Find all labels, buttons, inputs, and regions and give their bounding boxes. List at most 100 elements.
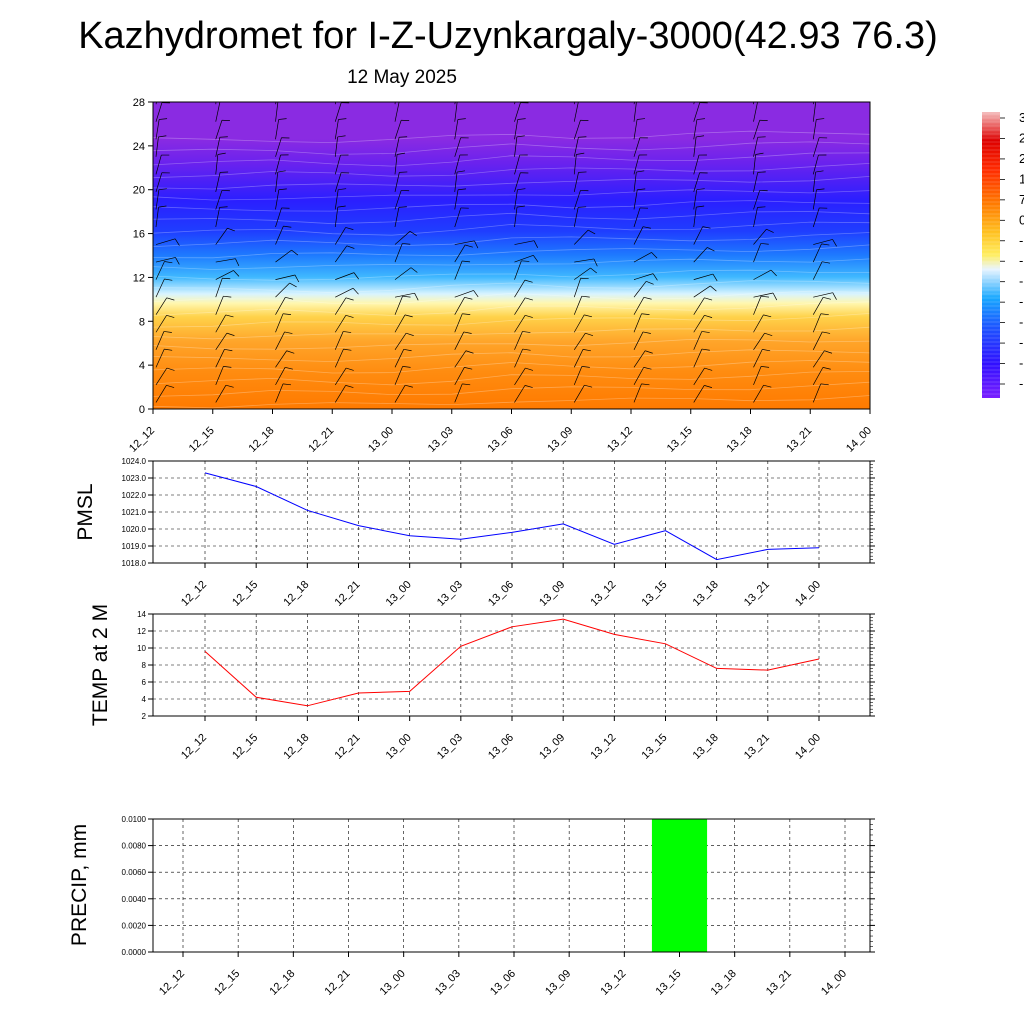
wind-barb [514, 207, 518, 228]
wind-barb-flag [159, 118, 168, 120]
wind-barb-flag [832, 292, 837, 300]
wind-barb [753, 154, 756, 175]
wind-barb-flag [876, 119, 884, 120]
wind-barb [573, 332, 586, 350]
colorbar-tick-label: 0 [1019, 212, 1024, 227]
wind-barb-flag [225, 384, 234, 388]
wind-barb [574, 258, 595, 263]
wind-barb [873, 137, 875, 157]
wind-barb [693, 348, 703, 368]
wind-barb [394, 314, 406, 333]
wind-barb [633, 154, 640, 175]
wind-barb-flag [881, 331, 889, 332]
wind-barb [693, 102, 701, 122]
wind-barb-flag [823, 296, 831, 300]
precip-x-tick-label: 12_12 [157, 968, 187, 998]
wind-barb [693, 247, 708, 263]
wind-barb [275, 119, 279, 140]
wind-barb [394, 385, 406, 403]
precipitation-axis-label: PRECIP, mm [68, 824, 91, 946]
temp-x-tick-label: 13_15 [640, 732, 670, 762]
heatmap-y-axis: 0 4 8 12 16 20 24 28 [133, 97, 153, 416]
wind-barb [573, 384, 585, 403]
heatmap-y-tick-label: 12 [133, 272, 145, 284]
wind-barb [693, 273, 714, 280]
precip-x-tick-label: 13_18 [709, 968, 739, 998]
precip-x-tick-label: 13_00 [378, 968, 408, 998]
wind-barb [394, 332, 407, 350]
wind-barb [155, 102, 157, 105]
wind-barb-flag [884, 315, 892, 317]
wind-barb [334, 189, 339, 210]
wind-barb-flag [822, 331, 831, 334]
wind-barb [633, 281, 647, 298]
wind-barb [334, 207, 339, 228]
wind-barb-flag [456, 170, 466, 173]
contour-line [153, 258, 870, 270]
wind-barb-flag [710, 285, 717, 292]
precip-x-tick-label: 12_15 [212, 968, 242, 998]
wind-barb-flag [643, 296, 652, 300]
wind-barb [275, 331, 285, 350]
wind-barb [215, 332, 228, 350]
wind-barb-flag [278, 188, 287, 191]
wind-barb [873, 253, 891, 262]
colorbar-tick-label: - [1019, 233, 1023, 248]
wind-barb [753, 190, 761, 210]
wind-barb-flag [587, 229, 596, 235]
wind-barb [215, 137, 221, 157]
contour-line [153, 232, 870, 247]
pmsl-axis-label: PMSL [74, 483, 97, 540]
wind-barb-flag [533, 240, 539, 248]
colorbar-gradient [982, 112, 1000, 398]
wind-barb [633, 313, 642, 333]
wind-barb-flag [474, 240, 479, 249]
wind-barb [574, 267, 591, 280]
wind-barb-flag [761, 295, 770, 298]
wind-barb [514, 254, 534, 263]
temp-x-tick-label: 13_12 [588, 732, 618, 762]
heatmap-x-tick-label: 13_12 [605, 425, 635, 455]
wind-barb [633, 189, 638, 210]
wind-barb [454, 350, 467, 368]
heatmap-y-tick-label: 20 [133, 185, 145, 197]
wind-barb [514, 154, 521, 175]
contour-line [153, 189, 870, 201]
wind-barb [394, 296, 403, 315]
wind-barb-flag [464, 296, 473, 300]
wind-barb-flag [876, 189, 884, 190]
wind-barb [454, 297, 465, 315]
wind-barb-flag [712, 273, 718, 282]
wind-barb [394, 243, 403, 263]
wind-barb [334, 102, 337, 105]
figure-subtitle: 12 May 2025 [347, 67, 457, 88]
wind-barb [812, 331, 823, 350]
wind-barb-flag [166, 297, 175, 301]
pmsl-x-tick-label: 13_06 [486, 579, 516, 609]
precip-x-tick-label: 13_12 [598, 968, 628, 998]
wind-barb [335, 287, 354, 298]
wind-barb-flag [402, 295, 411, 298]
wind-barb [633, 207, 641, 228]
wind-barb [633, 367, 644, 386]
wind-barb [573, 278, 581, 298]
colorbar-bands [982, 113, 1000, 395]
wind-barb [454, 240, 475, 245]
precip-x-tick-label: 14_00 [819, 968, 849, 998]
wind-barb-flag [521, 260, 530, 262]
wind-barb-flag [163, 331, 172, 333]
wind-barb-flag [343, 348, 352, 351]
wind-barb [693, 226, 703, 245]
wind-barb-flag [282, 383, 291, 386]
precip-y-tick-label: 0.0100 [122, 815, 147, 824]
wind-barb [215, 190, 223, 210]
colorbar-tick-label: - [1019, 356, 1023, 371]
wind-barb [334, 154, 341, 175]
wind-barb-flag [886, 282, 893, 285]
wind-barb-flag [762, 349, 771, 352]
wind-barb [633, 331, 644, 350]
wind-barb-flag [235, 258, 240, 267]
wind-barb-flag [637, 118, 646, 120]
contour-line [153, 338, 870, 350]
wind-barb-flag [286, 350, 295, 354]
